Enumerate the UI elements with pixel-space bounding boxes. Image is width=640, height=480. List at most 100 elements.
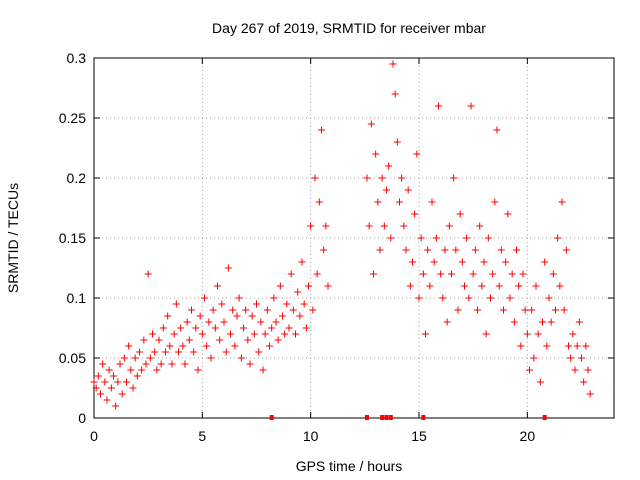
data-point [322,222,330,230]
data-point [432,234,440,242]
x-tick-label: 5 [198,428,206,444]
gap-marker [365,415,369,420]
data-point [94,372,102,380]
data-point [556,282,564,290]
data-point [547,318,555,326]
data-point [151,348,159,356]
data-point [504,210,512,218]
data-point [471,246,479,254]
data-point [400,222,408,230]
data-point [528,306,536,314]
data-point [569,330,577,338]
data-point [146,354,154,362]
data-point [532,282,540,290]
data-point [469,270,477,278]
data-point [179,342,187,350]
data-point [274,336,282,344]
data-point [552,306,559,314]
data-point [246,360,254,368]
data-point [500,306,507,314]
data-point [424,246,432,254]
data-point [289,306,297,314]
data-point [454,306,462,314]
gap-marker [269,415,274,420]
grid [94,58,614,418]
x-tick-label: 10 [303,428,319,444]
data-point [398,174,406,182]
data-point [205,318,213,326]
data-point [430,258,438,266]
data-point [383,186,390,194]
data-point [465,294,473,302]
data-point [562,246,570,254]
data-point [324,282,332,290]
data-point [296,312,304,320]
data-point [515,282,523,290]
gap-marker [388,415,393,420]
data-point [365,222,373,230]
y-axis-label: SRMTID / TECUs [5,183,21,293]
data-point [272,318,280,326]
data-point [467,102,475,110]
data-point [521,306,529,314]
data-point [227,330,234,338]
data-point [281,330,289,338]
data-point [183,318,191,326]
data-point [567,354,575,362]
data-point [125,342,133,350]
data-point [452,246,460,254]
data-point [305,282,312,290]
data-point [190,348,198,356]
y-tick-label: 0.15 [59,230,86,246]
data-point [502,258,510,266]
data-point [140,336,148,344]
data-point [389,60,397,68]
data-point [545,294,553,302]
data-point [456,210,464,218]
data-point [495,282,503,290]
data-point [162,348,169,356]
data-points [90,60,594,410]
data-point [558,198,566,206]
data-point [478,282,486,290]
data-point [242,306,250,314]
data-point [198,330,206,338]
data-point [250,330,258,338]
data-point [244,336,252,344]
data-point [573,342,581,350]
data-point [318,126,325,134]
data-point [276,282,284,290]
data-point [114,378,122,386]
data-point [255,348,263,356]
data-point [229,306,237,314]
data-point [406,282,414,290]
data-point [144,270,152,278]
data-point [97,390,104,398]
x-tick-label: 15 [411,428,427,444]
data-point [279,312,286,320]
data-point [101,378,109,386]
data-point [413,150,421,158]
data-point [237,354,245,362]
data-point [539,318,546,326]
data-point [417,234,425,242]
data-point [493,126,501,134]
data-point [571,366,579,374]
data-point [287,270,295,278]
data-point [380,222,388,230]
data-point [127,366,135,374]
data-point [133,372,141,380]
data-point [248,312,256,320]
data-point [376,246,384,254]
data-point [207,354,215,362]
data-point [172,300,180,308]
gap-marker [542,415,547,420]
data-point [385,162,393,170]
data-point [257,318,265,326]
data-point [92,384,100,392]
data-point [404,186,412,194]
data-point [517,342,525,350]
data-point [263,306,271,314]
chart-title: Day 267 of 2019, SRMTID for receiver mba… [212,20,486,36]
